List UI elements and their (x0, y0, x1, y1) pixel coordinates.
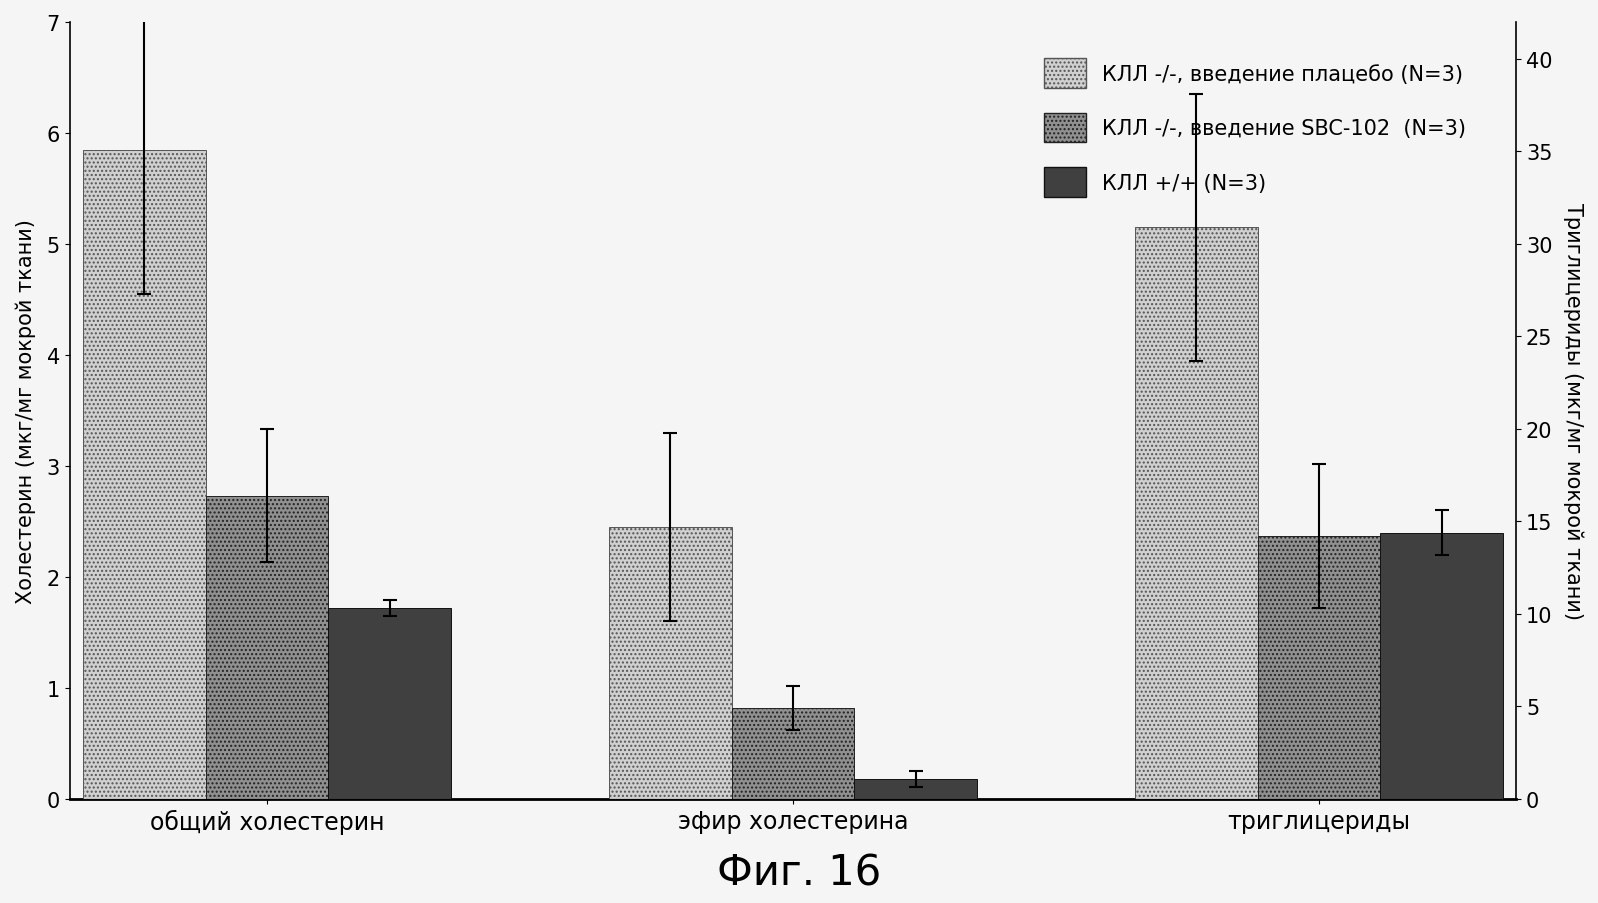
Bar (1258, 536, 1381, 799)
Bar (206, 497, 328, 799)
Bar (1381, 533, 1504, 799)
Y-axis label: Холестерин (мкг/мг мокрой ткани): Холестерин (мкг/мг мокрой ткани) (14, 219, 35, 603)
Bar (732, 708, 855, 799)
Bar (855, 779, 976, 799)
Legend: КЛЛ -/-, введение плацебо (N=3), КЛЛ -/-, введение SBC-102  (N=3), КЛЛ +/+ (N=3): КЛЛ -/-, введение плацебо (N=3), КЛЛ -/-… (1034, 49, 1477, 208)
Bar (609, 527, 732, 799)
Bar (328, 609, 451, 799)
Bar (83, 151, 206, 799)
Text: Фиг. 16: Фиг. 16 (718, 852, 880, 894)
Y-axis label: Триглицериды (мкг/мг мокрой ткани): Триглицериды (мкг/мг мокрой ткани) (1563, 203, 1584, 619)
Bar (1135, 228, 1258, 799)
